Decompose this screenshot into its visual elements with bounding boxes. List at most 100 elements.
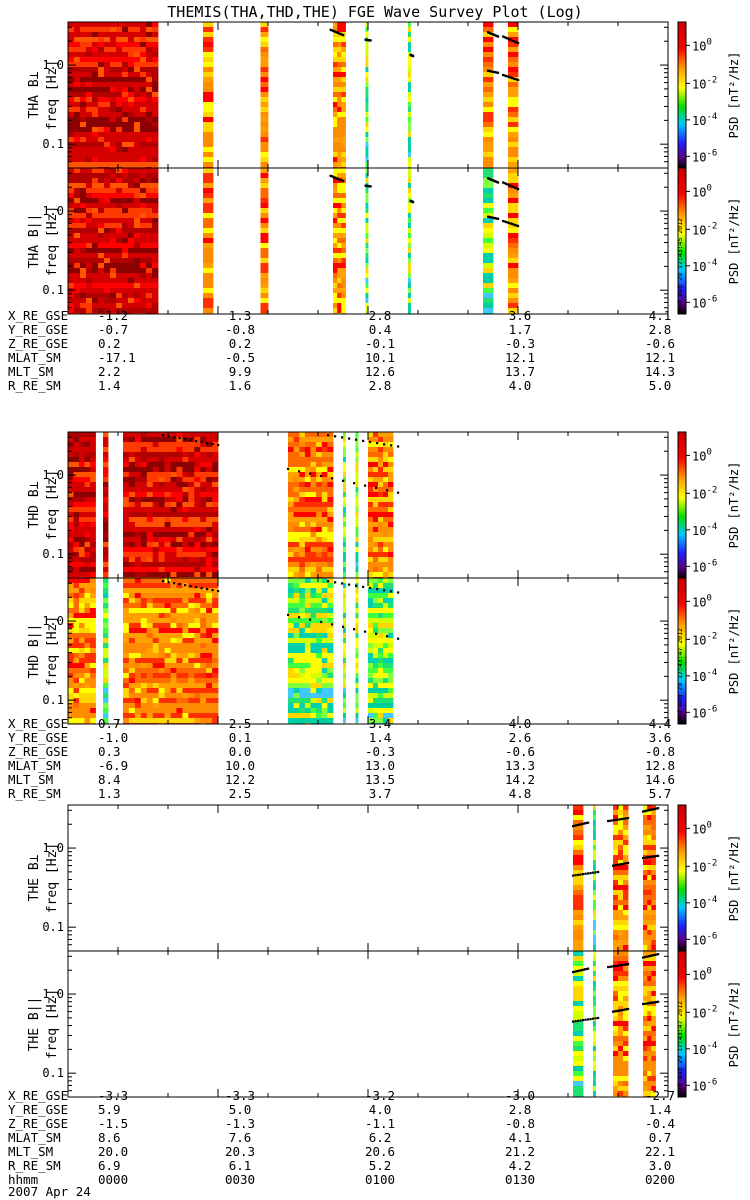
ephemeris-name: Y_RE_GSE (8, 322, 68, 337)
y-tick-label: 0.1 (42, 693, 64, 707)
colorbar-label: PSD [nT²/Hz] (727, 52, 741, 139)
ephemeris-value: -3.0 (505, 1088, 535, 1103)
ephemeris-value: 0.4 (369, 322, 392, 337)
ridge-line (502, 181, 520, 191)
colorbar-tick-label: 100 (692, 966, 712, 982)
ephemeris-value: 1.7 (509, 322, 532, 337)
spectrogram-the-perp (572, 805, 660, 951)
y-tick-label: 1.0 (42, 614, 64, 628)
spectrogram-thd-par (68, 578, 400, 724)
ephemeris-value: 1.3 (229, 308, 252, 323)
colorbar-tick-label: 10-4 (692, 895, 717, 911)
ephemeris-value: 3.6 (509, 308, 532, 323)
ridge-line (642, 854, 660, 860)
ridge-line (502, 219, 520, 228)
colorbar-tick-label: 10-2 (692, 485, 717, 501)
ephemeris-value: 13.0 (365, 758, 395, 773)
spectrogram-band (613, 951, 629, 1097)
ephemeris-value: 10.0 (225, 758, 255, 773)
ephemeris-value: 2.8 (509, 1102, 532, 1117)
ephemeris-value: -0.8 (505, 1116, 535, 1131)
ephemeris-value: 5.0 (229, 1102, 252, 1117)
ephemeris-value: 2.5 (229, 716, 252, 731)
ephemeris-value: -17.1 (98, 350, 136, 365)
ridge-line (642, 807, 660, 813)
ephemeris-value: 2.8 (649, 322, 672, 337)
ephemeris-value: 4.0 (509, 716, 532, 731)
colorbar-tick-label: 10-2 (692, 858, 717, 874)
ephemeris-value: 2.2 (98, 364, 121, 379)
ephemeris-name: Z_RE_GSE (8, 336, 68, 351)
spectrogram-band (643, 951, 656, 1097)
ephemeris-value: 4.0 (369, 1102, 392, 1117)
colorbar-tick-label: 10-4 (692, 258, 717, 274)
ephemeris-value: 2.6 (509, 730, 532, 745)
ephemeris-value: -0.6 (505, 744, 535, 759)
colorbar-tick-label: 10-4 (692, 112, 717, 128)
ephemeris-value: 13.7 (505, 364, 535, 379)
spectrogram-band (355, 432, 359, 578)
ephemeris-value: 4.0 (509, 378, 532, 393)
ephemeris-name: R_RE_SM (8, 378, 61, 393)
ephemeris-value: 20.3 (225, 1144, 255, 1159)
colorbar-tick-label: 10-2 (692, 1004, 717, 1020)
ephemeris-value: -0.1 (365, 336, 395, 351)
colorbar (677, 431, 687, 579)
ephemeris-value: 1.6 (229, 378, 252, 393)
ephemeris-value: -0.8 (645, 744, 675, 759)
spectrogram-band (288, 432, 334, 578)
ephemeris-value: 5.2 (369, 1158, 392, 1173)
ephemeris-value: 14.2 (505, 772, 535, 787)
ephemeris-name: Y_RE_GSE (8, 730, 68, 745)
ephemeris-name: MLT_SM (8, 364, 53, 379)
spectrogram-band (103, 432, 109, 578)
ephemeris-name: R_RE_SM (8, 1158, 61, 1173)
y-tick-label: 1.0 (42, 204, 64, 218)
ridge-line (502, 35, 520, 45)
ephemeris-value: 12.1 (645, 350, 675, 365)
ridge-line (327, 434, 400, 448)
colorbar-tick-label: 10-6 (692, 148, 717, 164)
y-tick-label: 1.0 (42, 841, 64, 855)
spectrogram-band (355, 578, 359, 724)
ephemeris-value: 0.3 (98, 744, 121, 759)
ephemeris-value: 5.7 (649, 786, 672, 801)
spectrogram-band (288, 578, 334, 724)
ephemeris-name: Y_RE_GSE (8, 1102, 68, 1117)
spectrogram-band (368, 432, 394, 578)
colorbar-label: PSD [nT²/Hz] (727, 198, 741, 285)
y-tick-label: 0.1 (42, 137, 64, 151)
ridge-line (162, 580, 220, 593)
ephemeris-value: 6.9 (98, 1158, 121, 1173)
date-label: 2007 Apr 24 (8, 1184, 91, 1199)
colorbar-tick-label: 10-6 (692, 558, 717, 574)
ridge-line (364, 38, 372, 42)
ephemeris-value: 0000 (98, 1172, 128, 1187)
ridge-line (329, 28, 345, 37)
ephemeris-name: MLAT_SM (8, 350, 61, 365)
spectrogram-band (365, 168, 369, 314)
ephemeris-value: 14.6 (645, 772, 675, 787)
ephemeris-name: MLAT_SM (8, 1130, 61, 1145)
panel-label: THA B|| (27, 214, 42, 269)
ridge-line (502, 73, 520, 82)
y-tick-label: 0.1 (42, 547, 64, 561)
ephemeris-value: -3.3 (225, 1088, 255, 1103)
ephemeris-value: 6.1 (229, 1158, 252, 1173)
colorbar-tick-label: 10-6 (692, 704, 717, 720)
colorbar-tick-label: 10-4 (692, 1041, 717, 1057)
spectrogram-tha-perp (68, 22, 520, 168)
ephemeris-value: 12.1 (505, 350, 535, 365)
ephemeris-value: 12.8 (645, 758, 675, 773)
panel-label: THD B⊥ (27, 481, 42, 528)
ridge-line (287, 467, 400, 494)
timestamp: Wed Aug 29 17:43:47 2012 (676, 628, 684, 722)
spectrogram-band (573, 805, 584, 951)
ridge-line (487, 31, 500, 38)
y-axis-label: freq [Hz] (45, 989, 60, 1059)
ephemeris-value: 0.2 (98, 336, 121, 351)
ephemeris-value: 12.6 (365, 364, 395, 379)
timestamp: Wed Aug 29 17:43:47 2012 (676, 1001, 684, 1095)
y-tick-label: 1.0 (42, 987, 64, 1001)
ephemeris-value: 0.2 (229, 336, 252, 351)
